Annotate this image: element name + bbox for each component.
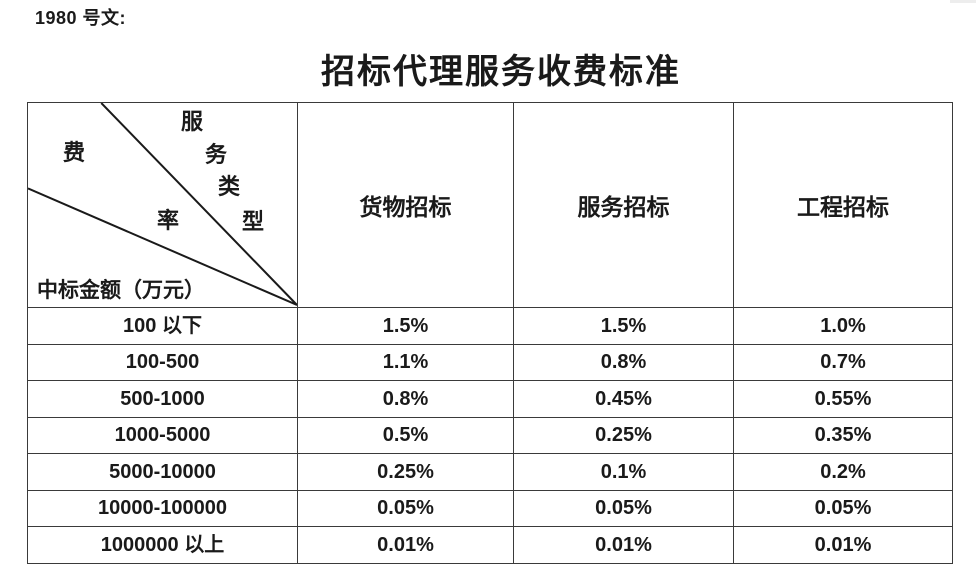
rate-value-cell: 0.25% [513,416,734,454]
column-header-goods: 货物招标 [297,102,514,308]
corner-type-axis-char: 务 [205,142,228,167]
rate-value-cell: 0.2% [733,453,953,491]
corner-cell: 服 务 类 型 费 率 中标金额（万元） [27,102,298,308]
table-row: 1000000 以上 0.01% 0.01% 0.01% [27,526,953,564]
corner-amount-axis-label: 中标金额（万元） [37,277,205,302]
rate-value-cell: 1.1% [297,343,514,381]
page-edge-artifact [950,0,976,3]
rate-value-cell: 0.45% [513,380,734,418]
amount-range-cell: 1000-5000 [27,416,298,454]
rate-value-cell: 1.5% [513,307,734,345]
fee-table-body: 100 以下 1.5% 1.5% 1.0% 100-500 1.1% 0.8% 0.7% 500… [27,307,953,564]
amount-range-cell: 100 以下 [27,307,298,345]
corner-rate-axis-char: 费 [63,140,86,165]
rate-value-cell: 0.01% [513,526,734,564]
amount-range-cell: 1000000 以上 [27,526,298,564]
column-header-services: 服务招标 [513,102,734,308]
rate-value-cell: 0.05% [513,489,734,527]
rate-value-cell: 0.05% [297,489,514,527]
rate-value-cell: 0.01% [733,526,953,564]
table-row: 10000-100000 0.05% 0.05% 0.05% [27,489,953,527]
rate-value-cell: 0.8% [513,343,734,381]
rate-value-cell: 0.55% [733,380,953,418]
column-header-engineering: 工程招标 [733,102,953,308]
table-row: 100-500 1.1% 0.8% 0.7% [27,343,953,381]
amount-range-cell: 100-500 [27,343,298,381]
rate-value-cell: 1.0% [733,307,953,345]
doc-ref-label: 1980 号文: [35,8,127,28]
page-title: 招标代理服务收费标准 [321,54,681,91]
rate-value-cell: 0.05% [733,489,953,527]
table-row: 5000-10000 0.25% 0.1% 0.2% [27,453,953,491]
rate-value-cell: 0.8% [297,380,514,418]
rate-value-cell: 0.25% [297,453,514,491]
table-row: 100 以下 1.5% 1.5% 1.0% [27,307,953,345]
rate-value-cell: 1.5% [297,307,514,345]
table-row: 1000-5000 0.5% 0.25% 0.35% [27,416,953,454]
amount-range-cell: 5000-10000 [27,453,298,491]
amount-range-cell: 500-1000 [27,380,298,418]
header-row: 服 务 类 型 费 率 中标金额（万元） 货物招标 服务招标 工程招标 [27,102,953,308]
table-row: 500-1000 0.8% 0.45% 0.55% [27,380,953,418]
amount-range-cell: 10000-100000 [27,489,298,527]
corner-rate-axis-char: 率 [157,208,180,233]
fee-table: 服 务 类 型 费 率 中标金额（万元） 货物招标 服务招标 工程招标 100 … [27,102,953,564]
rate-value-cell: 0.35% [733,416,953,454]
rate-value-cell: 0.5% [297,416,514,454]
rate-value-cell: 0.1% [513,453,734,491]
rate-value-cell: 0.01% [297,526,514,564]
corner-type-axis-char: 型 [242,209,265,234]
diagonal-divider-lines [28,103,297,306]
corner-type-axis-char: 服 [181,109,204,134]
rate-value-cell: 0.7% [733,343,953,381]
corner-type-axis-char: 类 [218,174,241,199]
